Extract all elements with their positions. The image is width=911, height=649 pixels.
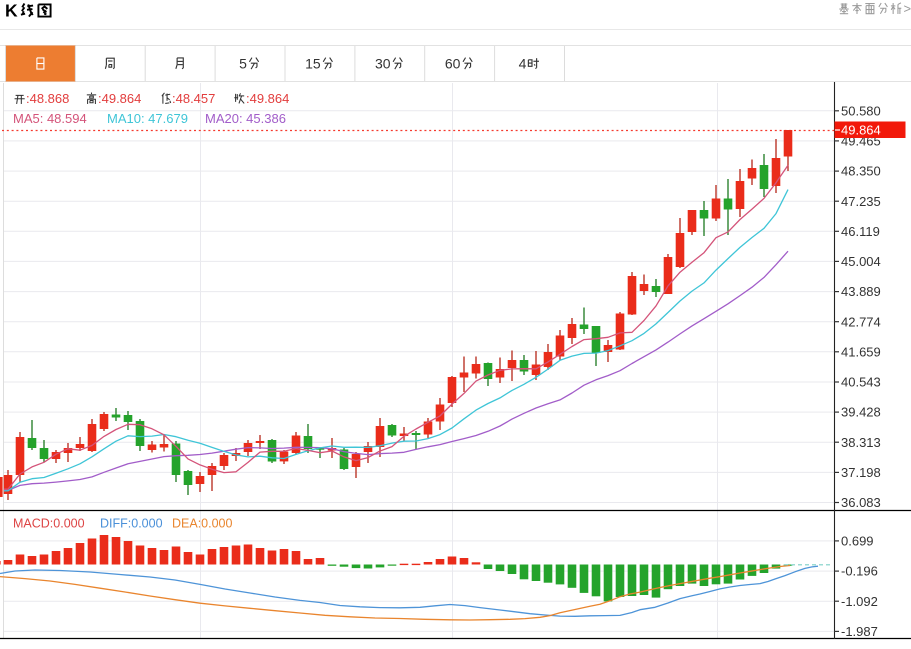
svg-text:MA5: 48.594: MA5: 48.594 xyxy=(13,111,87,126)
svg-text:60: 60 xyxy=(445,56,461,72)
svg-text:49.864: 49.864 xyxy=(841,123,881,138)
svg-text:15: 15 xyxy=(305,56,321,72)
svg-text:50.580: 50.580 xyxy=(841,103,881,118)
svg-text:48.350: 48.350 xyxy=(841,164,881,179)
svg-text:MA10: 47.679: MA10: 47.679 xyxy=(107,111,188,126)
svg-text:36.083: 36.083 xyxy=(841,495,881,510)
svg-text:DEA:0.000: DEA:0.000 xyxy=(172,517,233,531)
svg-text:4: 4 xyxy=(519,56,527,72)
svg-text:41.659: 41.659 xyxy=(841,344,881,359)
svg-text:47.235: 47.235 xyxy=(841,194,881,209)
svg-text::49.864: :49.864 xyxy=(98,91,141,106)
svg-text:>: > xyxy=(904,1,911,16)
svg-text:30: 30 xyxy=(375,56,391,72)
svg-text:MA20: 45.386: MA20: 45.386 xyxy=(205,111,286,126)
svg-text:DIFF:0.000: DIFF:0.000 xyxy=(100,517,163,531)
svg-text:-1.987: -1.987 xyxy=(841,624,878,639)
svg-text:0.699: 0.699 xyxy=(841,534,874,549)
svg-text::49.864: :49.864 xyxy=(246,91,289,106)
svg-text:38.313: 38.313 xyxy=(841,435,881,450)
svg-text::48.457: :48.457 xyxy=(172,91,215,106)
svg-text:39.428: 39.428 xyxy=(841,405,881,420)
svg-text:-0.196: -0.196 xyxy=(841,564,878,579)
svg-text:MACD:0.000: MACD:0.000 xyxy=(13,517,85,531)
svg-text:5: 5 xyxy=(239,56,247,72)
svg-text::48.868: :48.868 xyxy=(26,91,69,106)
svg-text:45.004: 45.004 xyxy=(841,254,881,269)
svg-text:K: K xyxy=(5,1,18,21)
svg-text:40.543: 40.543 xyxy=(841,375,881,390)
svg-text:-1.092: -1.092 xyxy=(841,594,878,609)
svg-text:42.774: 42.774 xyxy=(841,314,881,329)
svg-text:37.198: 37.198 xyxy=(841,465,881,480)
svg-text:46.119: 46.119 xyxy=(841,224,880,239)
svg-text:43.889: 43.889 xyxy=(841,284,881,299)
